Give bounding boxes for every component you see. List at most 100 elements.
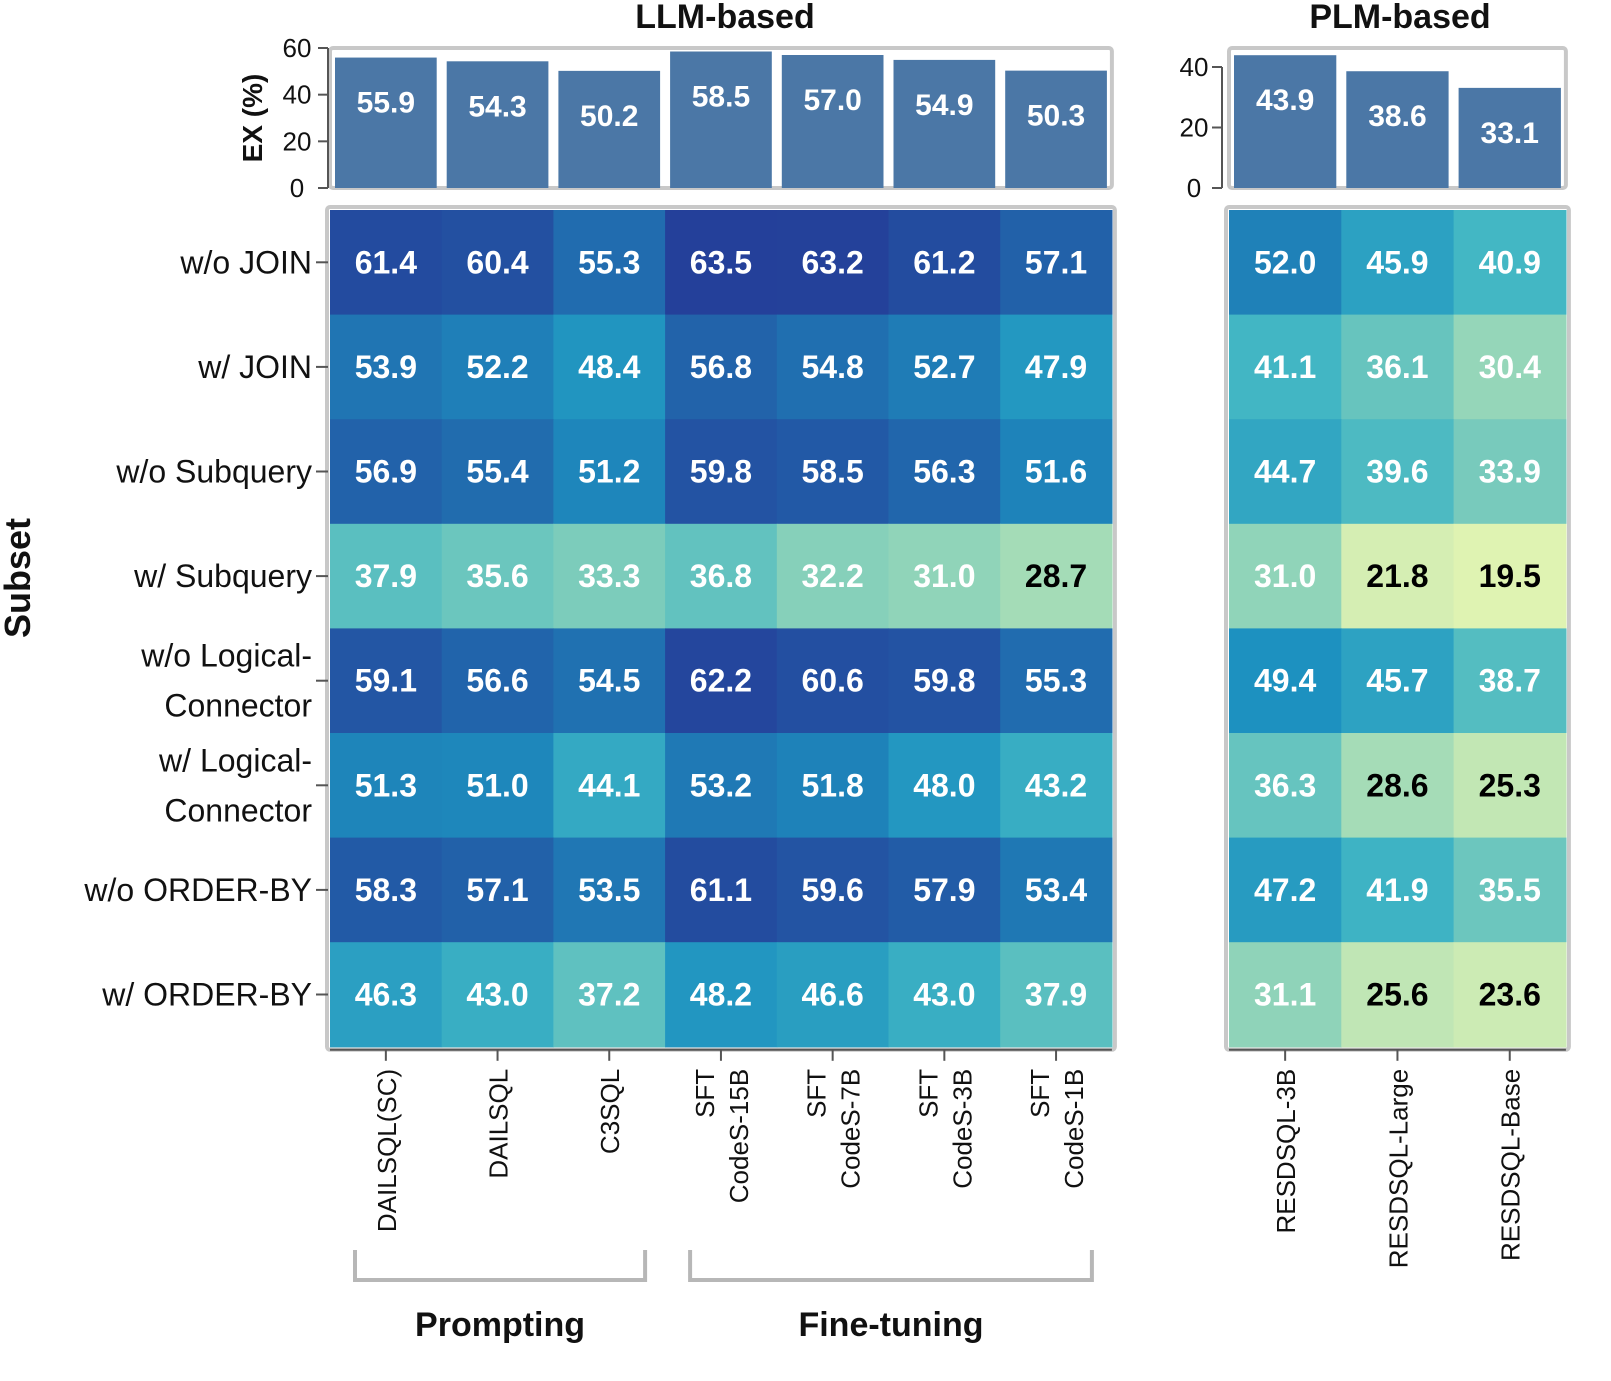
heatmap-cell-label: 59.1 [355,663,417,699]
heatmap-cell [776,837,890,943]
x-tick-label: DAILSQL(SC) [372,1069,402,1232]
heatmap-cell-label: 53.4 [1025,872,1087,908]
bar-y-tick-label: 20 [283,126,312,156]
heatmap-cell [1000,314,1113,420]
heatmap-cell [441,314,554,420]
row-label: w/ ORDER-BY [101,977,312,1013]
heatmap-cell [553,210,666,316]
group-bracket [688,1250,1094,1282]
bar [1005,70,1107,188]
heatmap-cell-label: 46.3 [355,977,417,1013]
heatmap-cell-label: 48.4 [578,349,640,385]
heatmap-cell [665,733,778,839]
heatmap-cell [1000,523,1113,629]
heatmap-cell [665,210,778,316]
heatmap-cell-label: 53.2 [690,767,752,803]
heatmap-cell-label: 59.6 [802,872,864,908]
heatmap-cell-label: 59.8 [690,454,752,490]
heatmap-cell-label: 53.9 [355,349,417,385]
heatmap-cell-label: 57.9 [913,872,975,908]
heatmap-cell-label: 25.6 [1366,977,1428,1013]
heatmap-cell [1000,628,1113,734]
heatmap-cell-label: 56.3 [913,454,975,490]
heatmap-cell-label: 32.2 [802,558,864,594]
heatmap-cell [330,837,443,943]
heatmap-cell [553,628,666,734]
heatmap-cell [330,523,443,629]
bracket-label: Prompting [415,1306,585,1344]
heatmap-cell [1229,314,1342,420]
heatmap-cell [1341,314,1455,420]
heatmap-cell [665,942,778,1048]
bar-y-tick-label: 0 [1187,173,1201,203]
bar-y-tick-label: 20 [1180,113,1209,143]
heatmap-cell [441,210,554,316]
heatmap-cell-label: 28.6 [1366,767,1428,803]
heatmap-cell [553,314,666,420]
bracket-label: Fine-tuning [798,1306,983,1344]
heatmap-cell-label: 44.7 [1254,454,1316,490]
heatmap-cell-label: 44.1 [578,767,640,803]
heatmap-cell-label: 61.2 [913,244,975,280]
heatmap-cell-label: 23.6 [1479,977,1541,1013]
bar-value-label: 38.6 [1368,100,1426,133]
x-tick-label: CodeS-3B [947,1069,977,1189]
heatmap-cell-label: 51.0 [466,767,528,803]
heatmap-cell [665,837,778,943]
heatmap-cell [665,419,778,525]
heatmap-cell [441,837,554,943]
heatmap-cell [888,419,1001,525]
bar-value-label: 55.9 [357,87,415,120]
heatmap-cell-label: 61.4 [355,244,417,280]
bar-value-label: 50.2 [580,100,638,133]
bar-y-tick-label: 60 [283,33,312,63]
heatmap-cell-label: 43.0 [913,977,975,1013]
x-tick-label: RESDSQL-3B [1271,1069,1301,1234]
heatmap-cell [441,733,554,839]
heatmap-cell [1000,837,1113,943]
heatmap-cell-label: 55.3 [578,244,640,280]
row-label: w/o Logical- [140,638,312,674]
heatmap-cell-label: 57.1 [1025,244,1087,280]
heatmap-cell-label: 57.1 [466,872,528,908]
row-label: w/ Subquery [133,558,312,594]
heatmap-cell-label: 33.3 [578,558,640,594]
bar-value-label: 50.3 [1027,100,1085,133]
heatmap-cell-label: 52.0 [1254,244,1316,280]
bar-value-label: 58.5 [692,81,750,114]
heatmap-cell [1341,419,1455,525]
heatmap-cell-label: 45.9 [1366,244,1428,280]
x-tick-label: RESDSQL-Base [1496,1069,1526,1261]
heatmap-cell-label: 56.9 [355,454,417,490]
heatmap-cell-label: 56.8 [690,349,752,385]
heatmap-cell [665,523,778,629]
row-label: w/ JOIN [197,349,312,385]
heatmap-cell-label: 58.5 [802,454,864,490]
heatmap-cell-label: 51.3 [355,767,417,803]
heatmap-cell-label: 60.6 [802,663,864,699]
bar [335,57,437,188]
heatmap-cell-label: 31.1 [1254,977,1316,1013]
bar [446,61,549,188]
x-tick-label: CodeS-7B [836,1069,866,1189]
heatmap-cell [1341,942,1455,1048]
heatmap-cell-label: 52.2 [466,349,528,385]
heatmap-cell-label: 62.2 [690,663,752,699]
heatmap-cell-label: 43.2 [1025,767,1087,803]
row-label: Connector [164,792,312,828]
heatmap-cell-label: 31.0 [1254,558,1316,594]
heatmap-cell-label: 36.3 [1254,767,1316,803]
heatmap-cell [1453,523,1567,629]
heatmap-cell [1341,523,1455,629]
x-tick-label: SFT [802,1069,832,1118]
bar-value-label: 57.0 [803,84,861,117]
heatmap-cell-label: 61.1 [690,872,752,908]
bar-y-tick-label: 0 [290,173,304,203]
bar-y-axis-title: EX (%) [237,74,268,163]
heatmap-cell-label: 40.9 [1479,244,1541,280]
bar [1458,87,1561,188]
group-title: LLM-based [635,0,814,36]
heatmap-cell [1229,419,1342,525]
heatmap-cell-label: 38.7 [1479,663,1541,699]
heatmap-cell [553,942,666,1048]
